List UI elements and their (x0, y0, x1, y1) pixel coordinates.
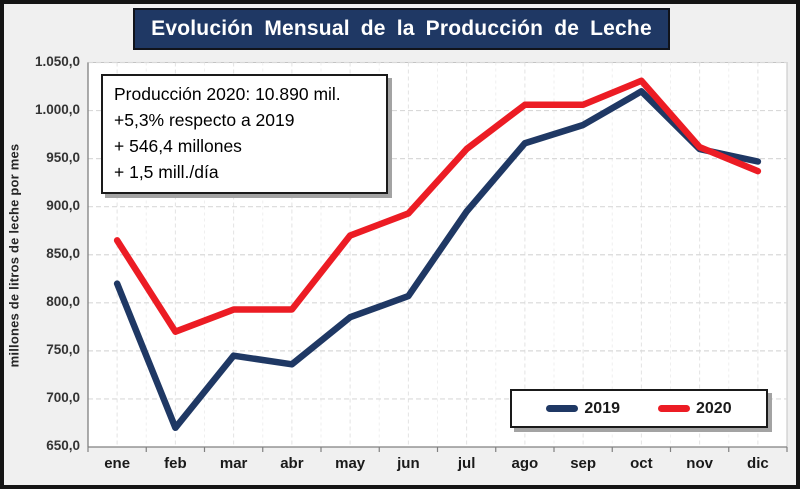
y-axis-tick-label: 1.050,0 (34, 53, 80, 69)
series-line-2020 (113, 77, 762, 335)
legend-item-2020: 2020 (658, 400, 732, 418)
legend-item-2019: 2019 (546, 400, 620, 418)
x-axis-label-jun: jun (397, 455, 420, 472)
y-axis-tick-label: 950,0 (46, 149, 80, 165)
chart-legend: 2019 2020 (510, 389, 768, 428)
y-axis-tick-label: 700,0 (46, 389, 80, 405)
legend-label: 2019 (584, 399, 620, 417)
series-line-2019 (113, 88, 762, 432)
annotation-line-1: Producción 2020: 10.890 mil. (114, 84, 341, 104)
y-axis-tick-label: 1.000,0 (34, 101, 80, 117)
chart-title: Evolución Mensual de la Producción de Le… (133, 8, 670, 50)
annotation-line-4: + 1,5 mill./día (114, 162, 219, 182)
y-axis-tick-label: 850,0 (46, 245, 80, 261)
annotation-box: Producción 2020: 10.890 mil. +5,3% respe… (101, 74, 388, 194)
y-axis-tick-label: 650,0 (46, 438, 80, 453)
x-axis-label-ago: ago (511, 455, 539, 472)
x-axis-label-feb: feb (164, 455, 187, 472)
y-axis-tick-label: 750,0 (46, 341, 80, 357)
x-axis-label-dic: dic (747, 455, 769, 472)
x-axis-label-oct: oct (630, 455, 653, 472)
y-axis-tick-label: 900,0 (46, 197, 80, 213)
x-axis-label-may: may (335, 455, 366, 472)
annotation-line-3: + 546,4 millones (114, 136, 242, 156)
annotation-line-2: +5,3% respecto a 2019 (114, 110, 295, 130)
legend-line-swatch (658, 405, 690, 412)
x-axis-label-jul: jul (457, 455, 476, 472)
x-axis-label-ene: ene (104, 455, 131, 472)
x-axis-label-abr: abr (280, 455, 304, 472)
x-axis-label-mar: mar (219, 455, 248, 472)
x-axis-label-sep: sep (570, 455, 597, 472)
y-axis-tick-label: 800,0 (46, 293, 80, 309)
legend-line-swatch (546, 405, 579, 412)
legend-label: 2020 (696, 399, 732, 417)
x-axis-label-nov: nov (686, 455, 713, 472)
